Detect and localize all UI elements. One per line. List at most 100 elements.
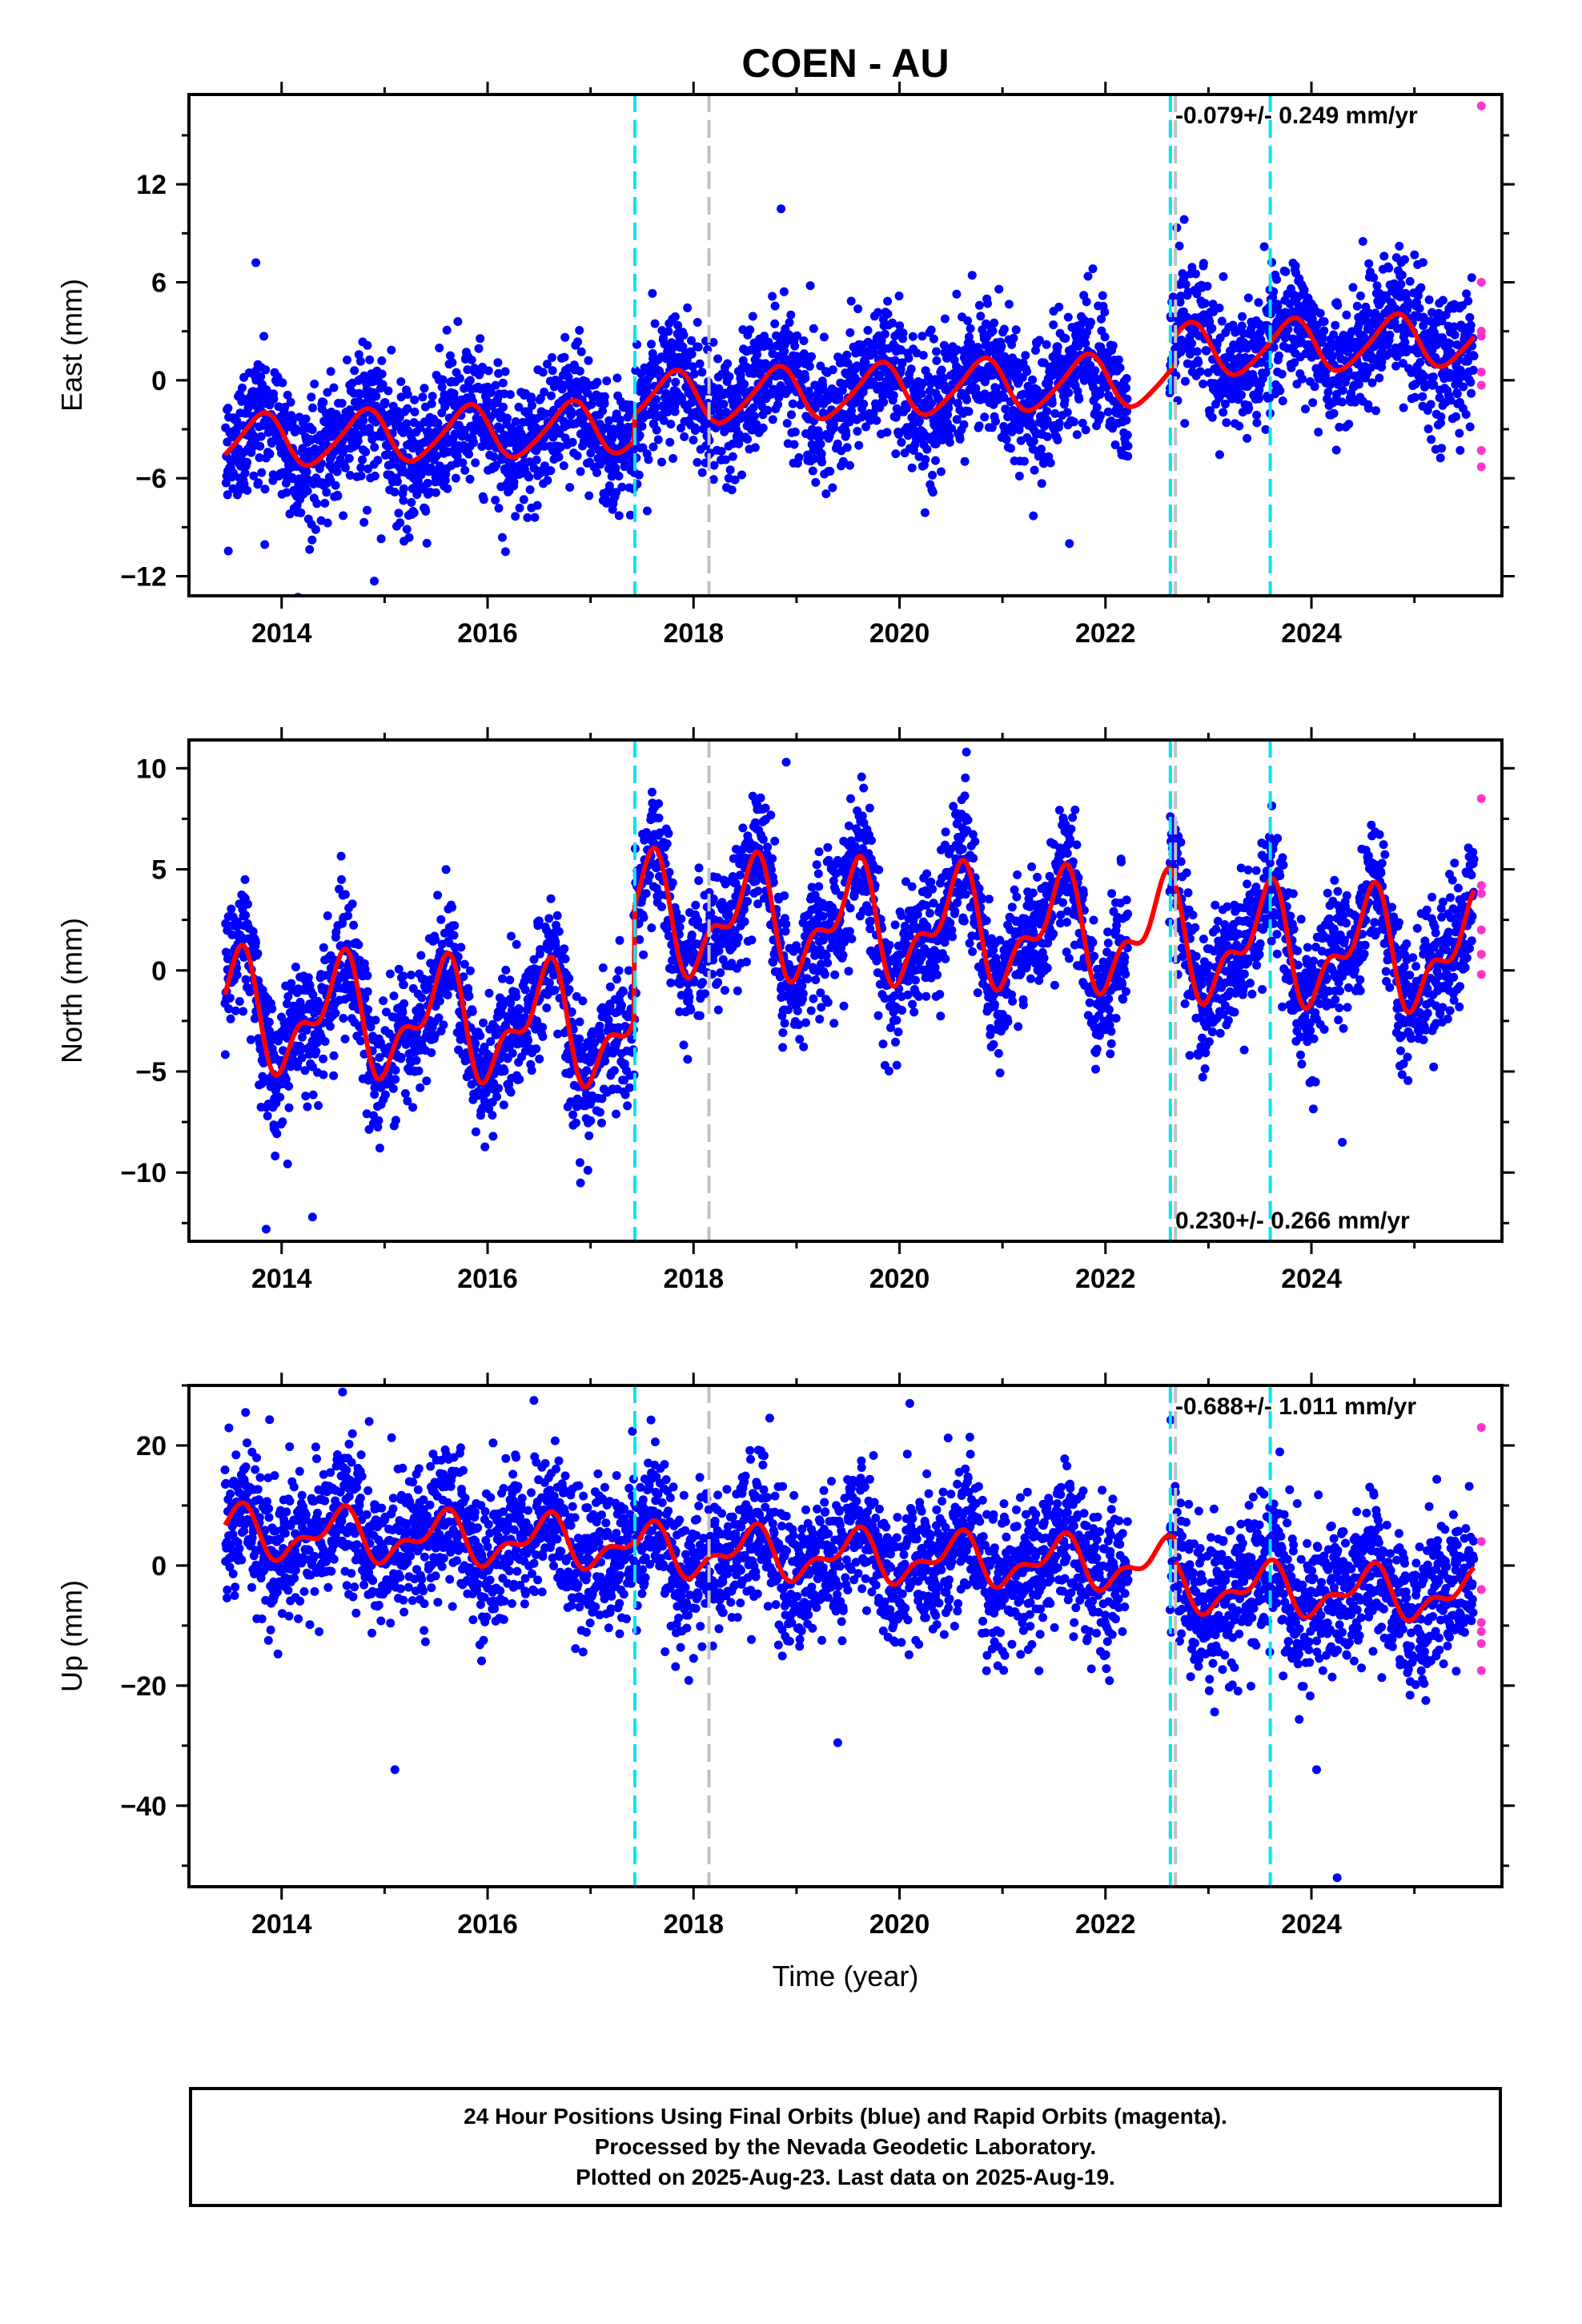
- data-point: [311, 1047, 321, 1056]
- data-point: [333, 491, 343, 501]
- data-point: [895, 321, 905, 331]
- data-point: [657, 326, 667, 336]
- data-point: [997, 341, 1006, 351]
- data-point: [1207, 412, 1217, 422]
- data-point: [417, 993, 427, 1003]
- data-point: [548, 352, 556, 362]
- data-point: [1369, 273, 1379, 283]
- data-point: [426, 463, 436, 472]
- data-point: [1419, 321, 1428, 331]
- data-point: [303, 486, 312, 496]
- data-point: [323, 911, 332, 920]
- data-point: [817, 449, 826, 459]
- data-point: [673, 320, 683, 330]
- data-point: [410, 407, 420, 416]
- data-point: [1364, 308, 1374, 318]
- data-point: [323, 518, 332, 528]
- data-point: [1259, 242, 1269, 251]
- data-point: [373, 456, 383, 465]
- data-point: [525, 485, 535, 494]
- data-point: [680, 432, 689, 441]
- data-point: [1247, 324, 1255, 334]
- data-point: [604, 416, 614, 425]
- data-point: [1063, 312, 1073, 322]
- data-point: [439, 1020, 448, 1030]
- data-point: [492, 1092, 501, 1101]
- data-point: [725, 465, 735, 475]
- data-point: [320, 498, 330, 508]
- data-point: [1200, 299, 1210, 308]
- data-point: [546, 894, 556, 903]
- data-point: [713, 354, 723, 364]
- data-point: [575, 1017, 584, 1027]
- data-point: [560, 352, 569, 362]
- data-point: [737, 470, 746, 480]
- data-point: [1310, 382, 1319, 392]
- data-point: [455, 374, 464, 383]
- data-point: [534, 916, 544, 926]
- data-point: [1403, 301, 1413, 311]
- data-point: [897, 437, 906, 447]
- data-point: [1180, 419, 1190, 428]
- data-point: [355, 1036, 365, 1046]
- data-point: [891, 449, 901, 459]
- data-point: [223, 490, 232, 500]
- data-point: [825, 467, 835, 476]
- data-point: [1261, 424, 1271, 434]
- data-point: [652, 425, 661, 435]
- data-point: [1464, 296, 1473, 306]
- data-point: [275, 1092, 285, 1102]
- data-point: [693, 342, 703, 352]
- y-tick-label: −6: [135, 464, 167, 494]
- data-point: [519, 495, 528, 505]
- data-point: [373, 1122, 383, 1132]
- data-point: [361, 447, 371, 456]
- data-point: [1069, 417, 1078, 427]
- data-point: [500, 547, 510, 557]
- data-point: [959, 420, 969, 429]
- rapid-point: [1476, 332, 1486, 341]
- data-point: [1050, 408, 1060, 418]
- data-point: [611, 463, 620, 472]
- data-point: [349, 920, 359, 930]
- data-point: [1176, 292, 1186, 301]
- data-point: [1049, 320, 1058, 330]
- data-point: [1171, 371, 1181, 380]
- data-point: [480, 1142, 490, 1152]
- x-tick-label: 2022: [1075, 618, 1136, 649]
- data-point: [458, 458, 468, 468]
- data-point: [1282, 332, 1291, 341]
- data-point: [1255, 328, 1265, 337]
- data-point: [717, 447, 726, 456]
- data-point: [1237, 390, 1247, 400]
- data-point: [471, 458, 480, 468]
- data-point: [687, 336, 696, 345]
- data-point: [253, 949, 263, 959]
- data-point: [664, 327, 673, 336]
- data-point: [1088, 264, 1098, 274]
- data-point: [1097, 314, 1106, 324]
- data-point: [486, 1037, 496, 1047]
- data-point: [1007, 427, 1017, 436]
- data-point: [480, 431, 489, 440]
- data-point: [284, 1103, 294, 1112]
- data-point: [1022, 367, 1032, 376]
- data-point: [709, 475, 718, 485]
- data-point: [983, 299, 993, 308]
- data-point: [546, 466, 556, 476]
- data-point: [952, 289, 962, 299]
- data-point: [768, 292, 777, 301]
- data-point: [434, 1013, 444, 1023]
- chart-title: COEN - AU: [741, 41, 949, 86]
- data-point: [1329, 408, 1339, 418]
- data-point: [465, 966, 475, 975]
- data-point: [492, 460, 501, 470]
- data-point: [1272, 275, 1282, 284]
- data-point: [1074, 394, 1084, 404]
- data-point: [816, 361, 825, 371]
- data-point: [370, 577, 379, 586]
- data-point: [360, 994, 370, 1003]
- data-point: [1187, 339, 1197, 348]
- data-point: [932, 356, 942, 365]
